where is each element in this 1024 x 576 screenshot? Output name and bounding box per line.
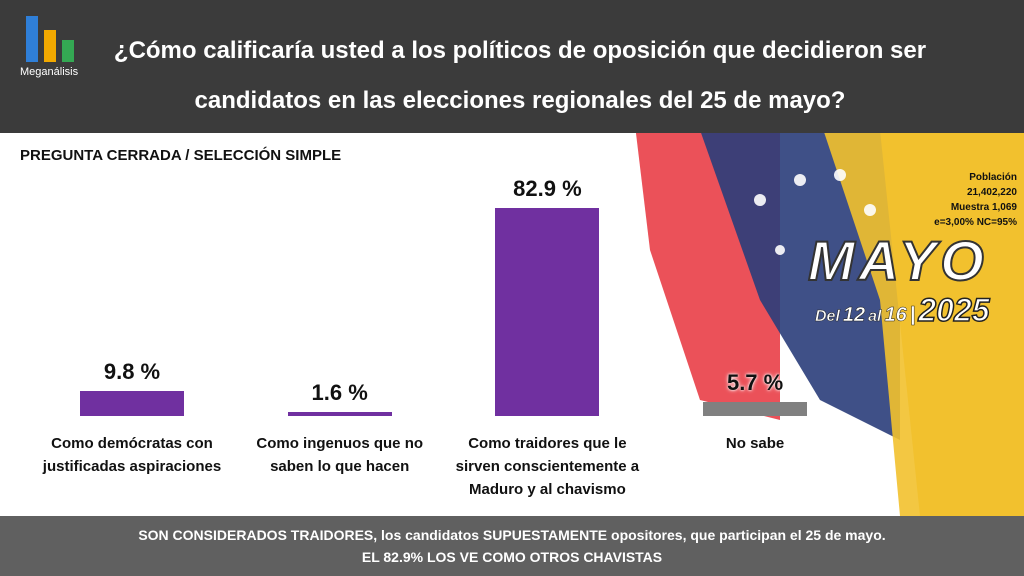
- badge-day: 16: [884, 304, 907, 327]
- bar: [80, 391, 184, 416]
- bar: [495, 208, 600, 416]
- data-label: 9.8 %: [103, 359, 161, 385]
- sample-line: Población: [969, 172, 1017, 183]
- data-label: 5.7 %: [726, 369, 784, 395]
- category-label: Como demócratas con justificadas aspirac…: [42, 435, 222, 475]
- sample-info: Población 21,402,220 Muestra 1,069 e=3,0…: [905, 170, 1017, 230]
- category-label: No sabe: [725, 435, 785, 452]
- sample-line: e=3,00% NC=95%: [934, 217, 1017, 228]
- badge-year: 2025: [918, 291, 991, 329]
- data-label: 82.9 %: [513, 176, 582, 201]
- bar: [703, 401, 808, 416]
- footer-line: EL 82.9% LOS VE COMO OTROS CHAVISTAS: [361, 549, 663, 565]
- badge-dates: Del 12 al 16 |2025: [815, 291, 991, 329]
- badge-month: MAYO: [807, 228, 988, 293]
- logo-icon: [26, 16, 74, 62]
- footer-line: SON CONSIDERADOS TRAIDORES, los candidat…: [138, 527, 886, 543]
- footer: SON CONSIDERADOS TRAIDORES, los candidat…: [0, 516, 1024, 576]
- category-label: Como traidores que le sirven conscientem…: [455, 435, 640, 498]
- badge-word: Del: [815, 308, 840, 326]
- badge-day: 12: [842, 304, 866, 327]
- subtitle: PREGUNTA CERRADA / SELECCIÓN SIMPLE: [20, 147, 342, 164]
- header: [0, 0, 1024, 133]
- sample-line: Muestra 1,069: [950, 202, 1017, 213]
- data-label: 1.6 %: [311, 379, 368, 405]
- category-label: Como ingenuos que no saben lo que hacen: [256, 435, 424, 475]
- sample-line: 21,402,220: [966, 187, 1017, 198]
- logo-text: Meganálisis: [20, 66, 79, 78]
- bar: [287, 411, 392, 416]
- badge-word: al: [868, 308, 882, 326]
- chart-title: ¿Cómo calificaría usted a los políticos …: [113, 37, 927, 114]
